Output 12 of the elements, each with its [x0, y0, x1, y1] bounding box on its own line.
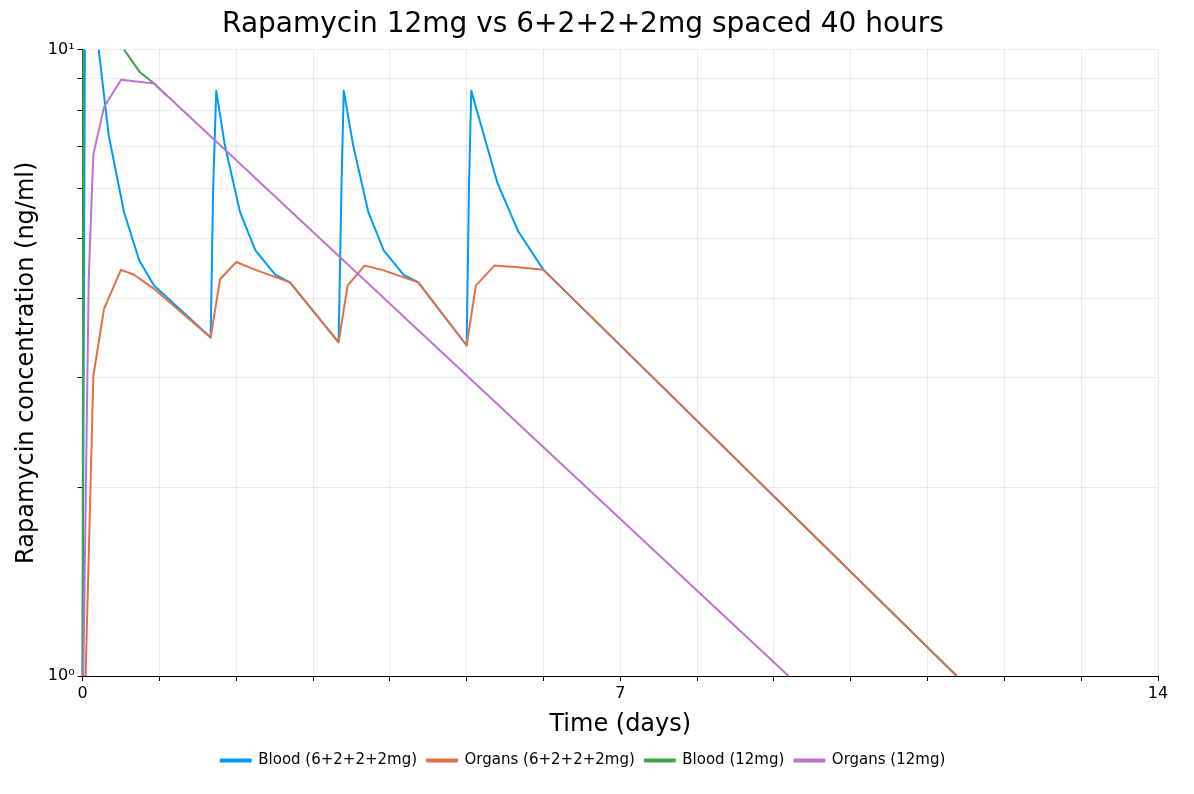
legend-label: Blood (12mg) — [682, 750, 785, 769]
y-tick-label: 10⁰ — [47, 665, 75, 685]
y-axis-title: Rapamycin concentration (ng/ml) — [10, 161, 39, 564]
x-tick-label: 7 — [615, 682, 626, 702]
x-tick-label: 0 — [77, 682, 88, 702]
legend-label: Organs (12mg) — [831, 750, 946, 769]
chart-title: Rapamycin 12mg vs 6+2+2+2mg spaced 40 hours — [222, 6, 944, 40]
x-tick-label: 14 — [1147, 682, 1169, 702]
y-tick-label: 10¹ — [47, 38, 75, 58]
legend-label: Organs (6+2+2+2mg) — [464, 750, 635, 769]
legend-label: Blood (6+2+2+2mg) — [258, 750, 418, 769]
x-axis-title: Time (days) — [548, 708, 692, 737]
